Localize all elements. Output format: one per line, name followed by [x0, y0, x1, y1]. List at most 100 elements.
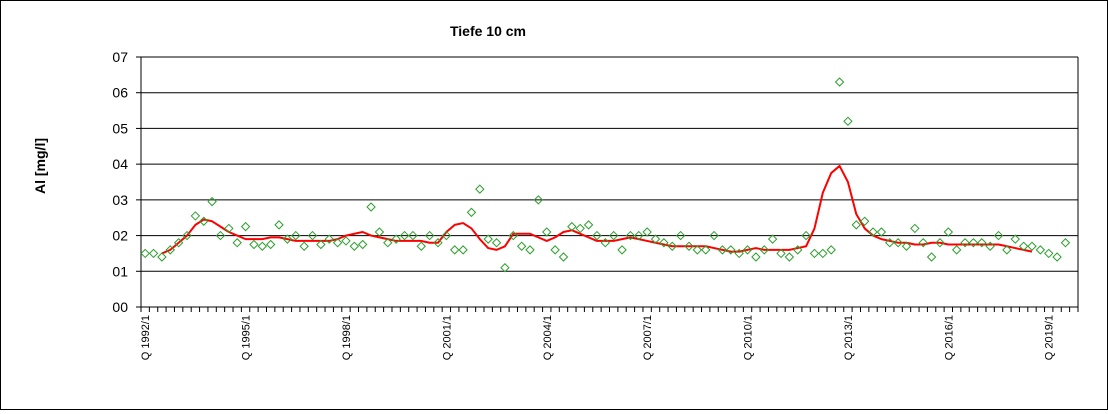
data-point — [692, 245, 703, 255]
x-tick-label: Q 2007/1 — [642, 315, 654, 360]
data-point — [567, 221, 577, 232]
data-point — [625, 230, 636, 241]
data-point — [450, 245, 460, 255]
x-tick-label: Q 2010/1 — [743, 315, 755, 360]
chart-title: Tiefe 10 cm — [450, 23, 526, 39]
data-point — [1035, 245, 1046, 255]
axes — [136, 56, 1079, 312]
data-point — [893, 238, 903, 248]
data-point — [148, 248, 159, 259]
trend-line-series — [161, 164, 1033, 255]
data-point — [717, 245, 728, 255]
data-point — [701, 245, 711, 255]
y-tick-label: 05 — [112, 120, 128, 136]
data-point — [466, 207, 477, 218]
data-point — [876, 227, 887, 237]
data-point — [215, 230, 226, 241]
x-tick-label: Q 1995/1 — [241, 315, 253, 360]
data-point — [441, 230, 452, 241]
y-tick-label: 06 — [112, 85, 128, 101]
data-point — [391, 234, 401, 244]
data-point — [1052, 252, 1062, 262]
data-point — [977, 238, 987, 248]
data-point — [935, 238, 945, 248]
data-point — [742, 245, 753, 255]
data-point — [508, 230, 518, 241]
data-point — [659, 238, 669, 248]
data-point — [408, 230, 418, 241]
x-tick-label: Q 2019/1 — [1044, 315, 1056, 360]
y-axis-label: Al [mg/l] — [32, 138, 48, 194]
data-point — [349, 241, 360, 251]
data-point — [374, 227, 385, 237]
data-point — [207, 196, 217, 207]
data-point — [793, 245, 803, 255]
data-point — [675, 230, 686, 241]
x-tick-label: Q 2004/1 — [542, 315, 554, 360]
y-tick-label: 07 — [112, 49, 128, 65]
scatter-points-series — [140, 77, 1071, 273]
data-point — [542, 227, 552, 237]
y-tick-label: 00 — [112, 299, 128, 315]
data-point — [424, 230, 435, 241]
data-point — [341, 236, 351, 246]
data-point — [240, 221, 251, 232]
x-tick-label: Q 1992/1 — [140, 315, 152, 360]
data-point — [224, 223, 234, 234]
data-point — [324, 234, 334, 244]
data-point — [751, 252, 761, 262]
data-point — [918, 238, 928, 248]
data-point — [968, 238, 979, 248]
data-point — [809, 248, 820, 259]
data-point — [926, 252, 937, 262]
data-point — [600, 238, 611, 248]
trend-line — [161, 164, 1033, 255]
data-point — [650, 234, 661, 244]
data-point — [500, 263, 510, 273]
data-point — [951, 245, 962, 255]
data-point — [834, 77, 845, 87]
x-tick-label: Q 2001/1 — [441, 315, 453, 360]
data-point — [985, 241, 995, 251]
data-point — [433, 238, 443, 248]
data-point — [165, 245, 175, 255]
data-point — [199, 216, 209, 226]
data-point — [960, 238, 970, 248]
data-point — [801, 230, 811, 241]
y-tick-label: 02 — [112, 228, 128, 244]
data-point — [617, 245, 627, 255]
data-point — [140, 248, 150, 259]
data-point — [634, 230, 644, 241]
data-point — [642, 227, 652, 237]
data-point — [558, 252, 569, 262]
data-point — [759, 245, 769, 255]
x-tick-label: Q 2013/1 — [843, 315, 855, 360]
data-point — [232, 238, 242, 248]
data-point — [157, 252, 167, 262]
data-point — [533, 195, 544, 205]
data-point — [1060, 238, 1071, 248]
data-point — [550, 245, 560, 255]
data-point — [767, 234, 778, 244]
data-point — [943, 227, 954, 237]
data-point — [1027, 241, 1037, 251]
data-point — [818, 248, 828, 259]
data-point — [1010, 234, 1020, 244]
data-point — [1002, 245, 1012, 255]
data-point — [1018, 241, 1029, 251]
data-point — [684, 241, 694, 251]
data-point — [307, 230, 318, 241]
data-point — [608, 230, 619, 241]
data-point — [709, 230, 719, 241]
y-tick-labels: 00 01 02 03 04 05 06 07 — [112, 49, 128, 315]
data-point — [416, 241, 426, 251]
data-point — [592, 230, 602, 241]
data-point — [249, 239, 259, 250]
data-point — [491, 238, 502, 248]
data-point — [859, 216, 870, 226]
data-point — [291, 230, 301, 241]
data-point — [299, 241, 309, 251]
data-point — [190, 211, 201, 221]
data-point — [316, 239, 326, 250]
